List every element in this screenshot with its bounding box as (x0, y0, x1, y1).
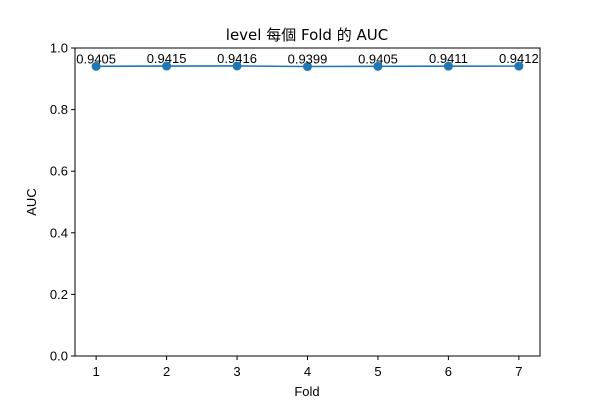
y-axis-label: AUC (24, 188, 39, 215)
plot-frame (74, 47, 541, 357)
plot-area: 0.0 0.2 0.4 0.6 0.8 1.0 1 2 3 4 5 6 7 0.9405 0.9415 0.9… (50, 41, 541, 379)
data-label: 0.9415 (147, 51, 187, 66)
x-tick-label: 1 (93, 364, 100, 379)
data-point (162, 61, 172, 71)
data-point (91, 61, 101, 71)
x-tick-label: 3 (233, 364, 240, 379)
chart-title: level 每個 Fold 的 AUC (226, 26, 388, 44)
data-label: 0.9411 (429, 51, 468, 66)
x-axis-label: Fold (294, 384, 319, 399)
y-tick-label: 1.0 (50, 41, 68, 56)
x-tick-label: 2 (163, 364, 170, 379)
data-point (443, 61, 453, 71)
data-point (303, 62, 312, 72)
data-point (373, 61, 383, 71)
x-tick-label: 7 (515, 364, 522, 379)
y-tick-label: 0.8 (50, 102, 68, 117)
data-label: 0.9412 (499, 51, 539, 66)
data-label: 0.9416 (217, 51, 257, 66)
y-tick-label: 0.0 (50, 349, 68, 364)
data-label: 0.9405 (358, 51, 398, 66)
x-tick-label: 6 (445, 364, 452, 379)
data-label: 0.9405 (76, 51, 116, 66)
y-tick-label: 0.4 (50, 225, 68, 240)
x-tick-label: 5 (374, 364, 381, 379)
data-label: 0.9399 (288, 52, 328, 67)
y-tick-label: 0.6 (50, 164, 68, 179)
y-tick-label: 0.2 (50, 287, 68, 302)
data-point (514, 61, 524, 71)
x-tick-label: 4 (304, 364, 311, 379)
data-point (232, 61, 242, 71)
